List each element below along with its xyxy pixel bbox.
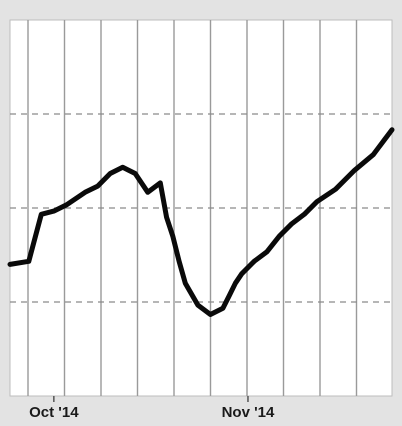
x-tick-label: Oct '14	[29, 404, 79, 421]
series-line	[7, 127, 395, 317]
horizontal-gridlines	[10, 113, 392, 303]
x-tick-label: Nov '14	[222, 404, 275, 421]
x-axis-ticks: Oct '14 Nov '14	[29, 396, 275, 421]
